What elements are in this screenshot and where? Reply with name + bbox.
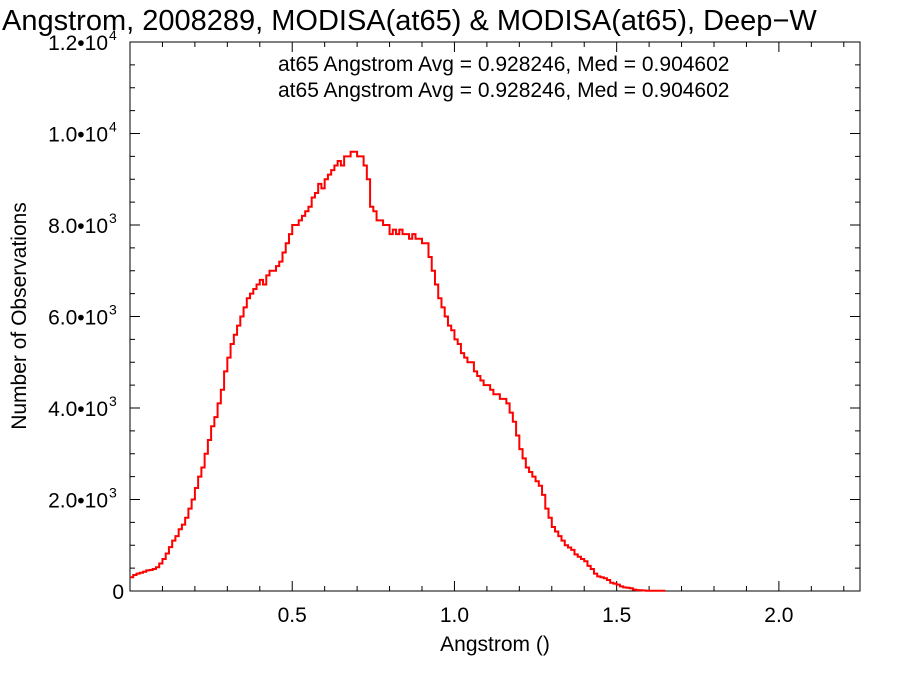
- y-tick-label: 1.2•10: [48, 32, 108, 55]
- y-tick-exponent: 3: [109, 302, 117, 318]
- stats-annotation-black: at65 Angstrom Avg = 0.928246, Med = 0.90…: [278, 53, 729, 76]
- y-tick-exponent: 3: [109, 210, 117, 226]
- y-tick-label: 1.0•10: [48, 124, 108, 147]
- x-tick-label: 1.5: [602, 604, 631, 627]
- y-tick-exponent: 4: [109, 27, 117, 43]
- y-tick-exponent: 3: [109, 393, 117, 409]
- y-tick-label: 2.0•10: [48, 490, 108, 513]
- chart-title: Angstrom, 2008289, MODISA(at65) & MODISA…: [2, 5, 817, 37]
- y-tick-exponent: 3: [109, 485, 117, 501]
- y-tick-label: 8.0•10: [48, 215, 108, 238]
- stats-annotation-red: at65 Angstrom Avg = 0.928246, Med = 0.90…: [278, 79, 729, 102]
- x-tick-labels: 0.5 1.0 1.5 2.0: [278, 604, 794, 627]
- histogram-series-line: [130, 150, 666, 592]
- y-tick-labels: 02.0•10 34.0•10 36.0•10 38.0•10 31.0•10 41.2•…: [48, 27, 124, 604]
- x-tick-label: 2.0: [764, 604, 793, 627]
- x-tick-label: 0.5: [278, 604, 307, 627]
- y-tick-label: 0: [112, 581, 124, 604]
- y-tick-exponent: 4: [109, 119, 117, 135]
- y-axis-label: Number of Observations: [8, 202, 31, 430]
- y-tick-label: 4.0•10: [48, 398, 108, 421]
- x-axis-label: Angstrom (): [440, 633, 550, 656]
- y-tick-label: 6.0•10: [48, 307, 108, 330]
- x-tick-label: 1.0: [440, 604, 469, 627]
